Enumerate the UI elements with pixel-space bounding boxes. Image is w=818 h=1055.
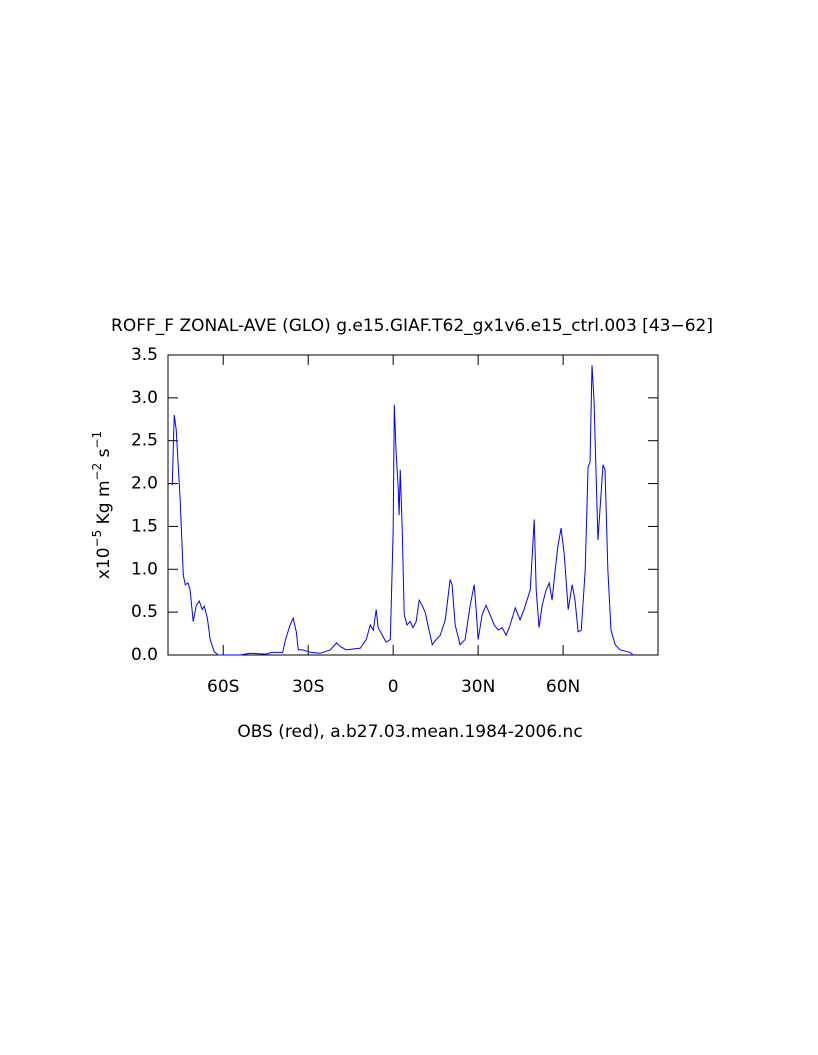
y-axis-label-sup: −2 <box>90 463 104 481</box>
y-axis-label-part: x10 <box>94 547 114 579</box>
y-tick-label: 0.5 <box>131 602 158 622</box>
y-axis-label-sup: −5 <box>90 530 104 548</box>
y-axis-label-sup: −1 <box>90 431 104 449</box>
y-tick-label: 2.0 <box>131 474 158 494</box>
x-tick-label: 30S <box>292 677 324 697</box>
x-tick-label: 30N <box>461 677 495 697</box>
y-tick-label: 0.0 <box>131 645 158 665</box>
y-tick-label: 2.5 <box>131 431 158 451</box>
y-tick-label: 3.5 <box>131 345 158 365</box>
y-axis-label: x10−5 Kg m−2 s−1 <box>90 431 115 579</box>
plot-frame <box>167 354 659 656</box>
x-tick-label: 60S <box>207 677 239 697</box>
y-tick-label: 1.0 <box>131 559 158 579</box>
x-tick-label: 60N <box>546 677 580 697</box>
data-line <box>171 365 634 656</box>
y-tick-label: 1.5 <box>131 516 158 536</box>
y-tick-label: 3.0 <box>131 388 158 408</box>
y-axis-label-part: Kg m <box>94 480 114 529</box>
chart-title: ROFF_F ZONAL-AVE (GLO) g.e15.GIAF.T62_gx… <box>111 316 713 336</box>
footer: OBS (red), a.b27.03.mean.1984-2006.nc <box>237 722 582 742</box>
x-tick-label: 0 <box>388 677 399 697</box>
y-axis-label-part: s <box>94 448 114 462</box>
